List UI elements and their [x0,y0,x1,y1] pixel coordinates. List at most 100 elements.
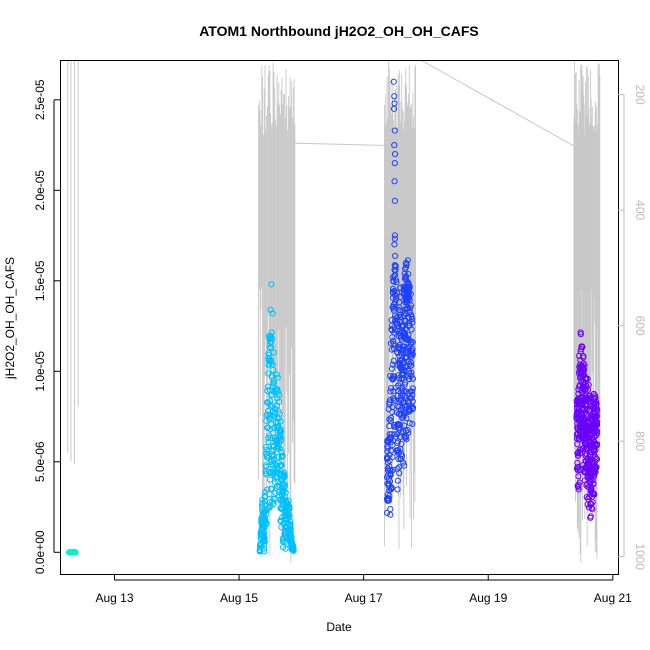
y-tick-label: 1.5e-05 [33,260,47,301]
data-point [396,330,404,337]
data-point [574,482,581,490]
data-point [270,380,277,387]
data-point [392,252,399,260]
data-point [397,307,404,314]
data-point [267,426,274,433]
data-point [259,516,267,523]
data-point [287,537,294,544]
data-point [273,482,281,490]
data-point [398,455,405,463]
data-point [583,401,590,408]
data-point [580,354,587,361]
data-point [268,391,276,398]
data-point [258,516,265,524]
data-point [405,408,412,416]
data-point [581,384,589,391]
data-point [574,459,581,466]
data-point [395,455,402,463]
data-point [584,394,591,402]
data-point [394,422,401,429]
data-point [408,313,415,320]
data-point [267,398,274,405]
data-point [592,464,599,472]
data-point [583,494,590,501]
data-point [400,285,407,292]
chart-title: ATOM1 Northbound jH2O2_OH_OH_CAFS [199,23,479,39]
data-point [275,484,282,491]
data-point [257,531,264,539]
data-point [578,410,585,417]
data-point [268,372,275,379]
data-point [258,501,266,508]
data-point [586,493,593,501]
data-point [391,421,398,429]
data-point [257,541,264,548]
y-tick-label: 0.0e+00 [33,530,47,574]
data-point [391,151,399,158]
data-point [275,408,282,415]
data-point [269,310,276,317]
data-point [391,287,398,295]
data-point [395,449,403,456]
data-point [279,506,286,513]
data-point [578,343,585,350]
data-point [390,305,397,312]
data-point [401,462,408,469]
data-point [283,525,290,532]
data-point [582,463,590,470]
data-point [409,420,416,428]
data-point [397,445,404,453]
data-point [256,548,263,555]
data-point [387,505,394,513]
data-point [574,463,582,471]
data-point [398,411,405,418]
data-point [278,462,285,469]
data-point [585,456,592,463]
data-point [574,452,582,459]
data-point [409,351,416,358]
data-point [278,454,285,461]
data-point [399,452,406,459]
data-point [389,274,397,281]
data-point [391,241,398,248]
data-point [580,427,587,434]
data-point [396,299,403,306]
series-0 [65,549,79,556]
data-point [587,501,594,508]
data-point [575,484,582,491]
data-point [259,509,266,516]
data-point [259,507,266,514]
data-point [594,413,601,420]
y2-tick-label: 600 [633,316,647,336]
data-point [405,331,412,339]
data-point [279,496,287,504]
data-point [278,470,285,477]
data-point [265,354,272,361]
data-point [578,346,585,353]
pressure-trace [67,59,601,563]
data-point [268,452,275,459]
data-point [261,541,268,548]
data-point [387,417,394,424]
data-point [395,323,402,330]
data-point [396,359,403,367]
data-point [393,279,400,286]
data-point [274,437,281,444]
y2-tick-label: 400 [633,200,647,220]
data-point [276,470,283,477]
data-point [582,433,589,440]
data-point [583,423,591,431]
data-point [409,338,416,346]
data-point [266,415,274,422]
data-point [592,441,599,448]
data-point [578,377,585,385]
data-point [584,501,591,508]
data-point [577,329,584,336]
x-tick-label: Aug 15 [220,591,258,605]
data-point [275,423,282,430]
data-point [391,326,399,333]
x-tick-label: Aug 19 [469,591,507,605]
data-point [401,275,409,282]
data-point [575,398,582,405]
